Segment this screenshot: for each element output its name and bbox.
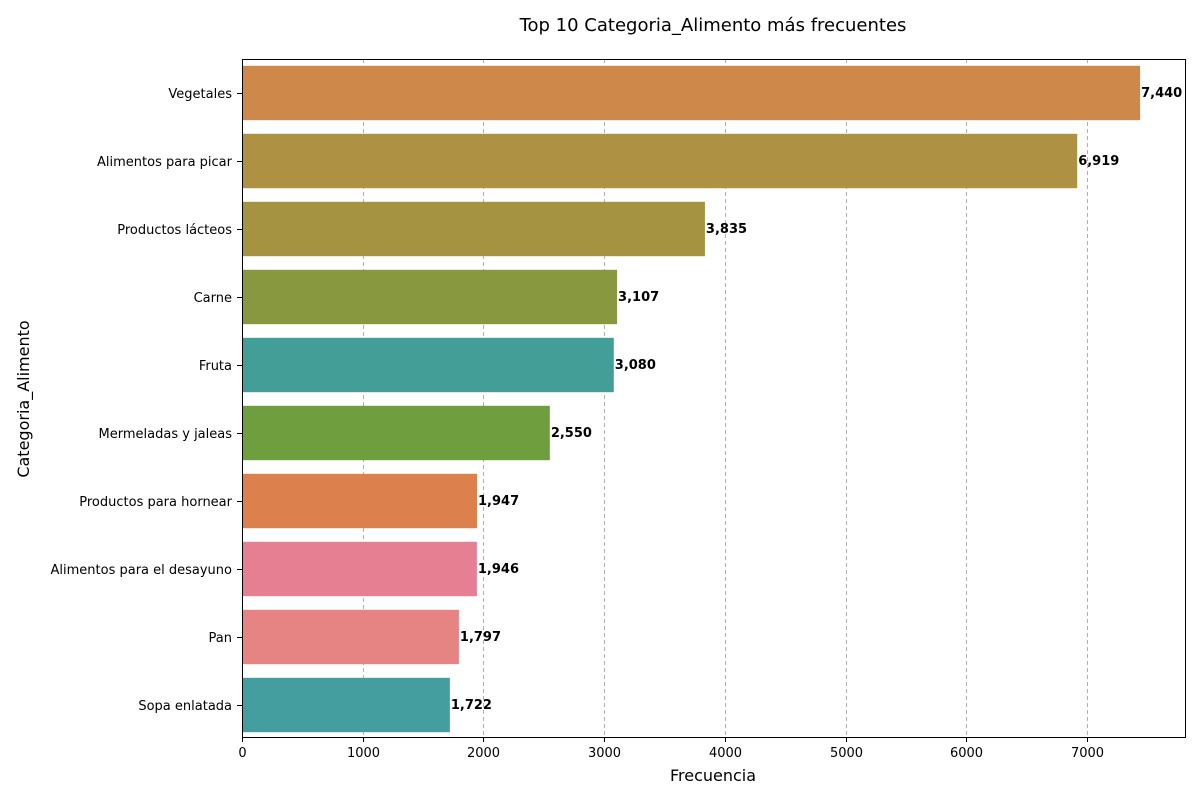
y-tick-label: Sopa enlatada: [138, 699, 232, 714]
x-axis-label: Frecuencia: [670, 766, 756, 785]
plot-frame: [242, 59, 1186, 738]
bar-9: [242, 609, 459, 665]
bar-value-label: 6,919: [1078, 154, 1119, 169]
bar-value-label: 7,440: [1141, 86, 1182, 101]
x-tick-label: 7000: [1071, 746, 1104, 761]
y-tick-label: Alimentos para el desayuno: [51, 563, 233, 578]
bar-5: [242, 337, 614, 393]
x-tick-label: 6000: [950, 746, 983, 761]
y-tick-label: Alimentos para picar: [97, 155, 233, 170]
chart-title: Top 10 Categoria_Alimento más frecuentes: [519, 15, 907, 36]
bar-value-label: 1,797: [460, 630, 501, 645]
x-tick-label: 2000: [467, 746, 500, 761]
y-tick-label: Mermeladas y jaleas: [99, 427, 233, 442]
bar-8: [242, 541, 477, 597]
y-tick-label: Carne: [194, 291, 232, 306]
bar-value-label: 3,835: [706, 222, 747, 237]
bar-1: [242, 65, 1141, 121]
bar-value-label: 1,722: [451, 698, 492, 713]
y-tick-label: Fruta: [199, 359, 232, 374]
y-tick-label: Vegetales: [168, 87, 232, 102]
y-tick-label: Productos para hornear: [79, 495, 232, 510]
data-labels: 7,440 6,919 3,835 3,107 3,080 2,550 1,947 1,946…: [451, 86, 1182, 713]
bar-6: [242, 405, 550, 461]
bar-3: [242, 201, 705, 257]
bar-value-label: 2,550: [551, 426, 592, 441]
bar-value-label: 1,946: [478, 562, 519, 577]
x-tick-label: 0: [238, 746, 246, 761]
bar-7: [242, 473, 478, 529]
bar-value-label: 1,947: [478, 494, 519, 509]
x-tick-label: 3000: [588, 746, 621, 761]
bar-value-label: 3,080: [615, 358, 656, 373]
y-tick-label: Productos lácteos: [117, 223, 232, 238]
x-tick-label: 1000: [347, 746, 380, 761]
bar-10: [242, 677, 450, 733]
bar-2: [242, 133, 1078, 189]
bars: [242, 65, 1141, 733]
bar-value-label: 3,107: [618, 290, 659, 305]
x-tick-label: 4000: [709, 746, 742, 761]
x-tick-label: 5000: [830, 746, 863, 761]
y-axis-ticks: Vegetales Alimentos para picar Productos l…: [51, 87, 242, 714]
x-axis-ticks: 0 1000 2000 3000 4000 5000 6000 7000: [238, 737, 1104, 761]
bar-4: [242, 269, 618, 325]
y-axis-label: Categoria_Alimento: [14, 320, 34, 477]
y-tick-label: Pan: [209, 631, 232, 646]
